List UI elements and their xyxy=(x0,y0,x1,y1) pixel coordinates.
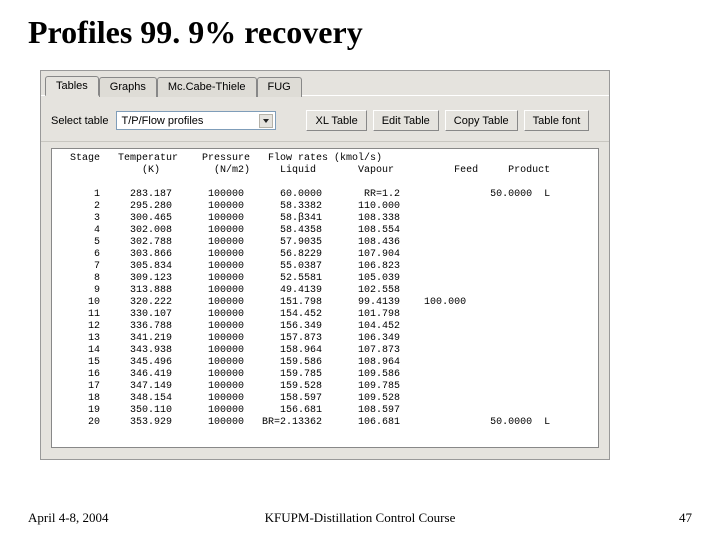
chevron-down-icon xyxy=(259,114,273,128)
select-table-label: Select table xyxy=(51,115,108,127)
toolbar: Select table T/P/Flow profiles XL Table … xyxy=(41,96,609,142)
app-window: Tables Graphs Mc.Cabe-Thiele FUG Select … xyxy=(40,70,610,460)
xl-table-button[interactable]: XL Table xyxy=(306,110,366,131)
table-font-button[interactable]: Table font xyxy=(524,110,590,131)
tab-mccabe[interactable]: Mc.Cabe-Thiele xyxy=(157,77,257,97)
tab-fug[interactable]: FUG xyxy=(257,77,302,97)
tab-graphs[interactable]: Graphs xyxy=(99,77,157,97)
slide-title: Profiles 99. 9% recovery xyxy=(0,0,720,51)
combo-value: T/P/Flow profiles xyxy=(121,115,203,127)
edit-table-button[interactable]: Edit Table xyxy=(373,110,439,131)
tab-tables[interactable]: Tables xyxy=(45,76,99,96)
copy-table-button[interactable]: Copy Table xyxy=(445,110,518,131)
select-table-combo[interactable]: T/P/Flow profiles xyxy=(116,111,276,130)
footer-date: April 4-8, 2004 xyxy=(28,510,109,526)
slide-footer: April 4-8, 2004 KFUPM-Distillation Contr… xyxy=(0,510,720,526)
data-table-frame: Stage Temperatur Pressure Flow rates (km… xyxy=(51,148,599,448)
footer-page: 47 xyxy=(679,510,692,526)
footer-course: KFUPM-Distillation Control Course xyxy=(265,510,456,526)
tab-strip: Tables Graphs Mc.Cabe-Thiele FUG xyxy=(41,71,609,96)
data-table: Stage Temperatur Pressure Flow rates (km… xyxy=(52,149,598,433)
